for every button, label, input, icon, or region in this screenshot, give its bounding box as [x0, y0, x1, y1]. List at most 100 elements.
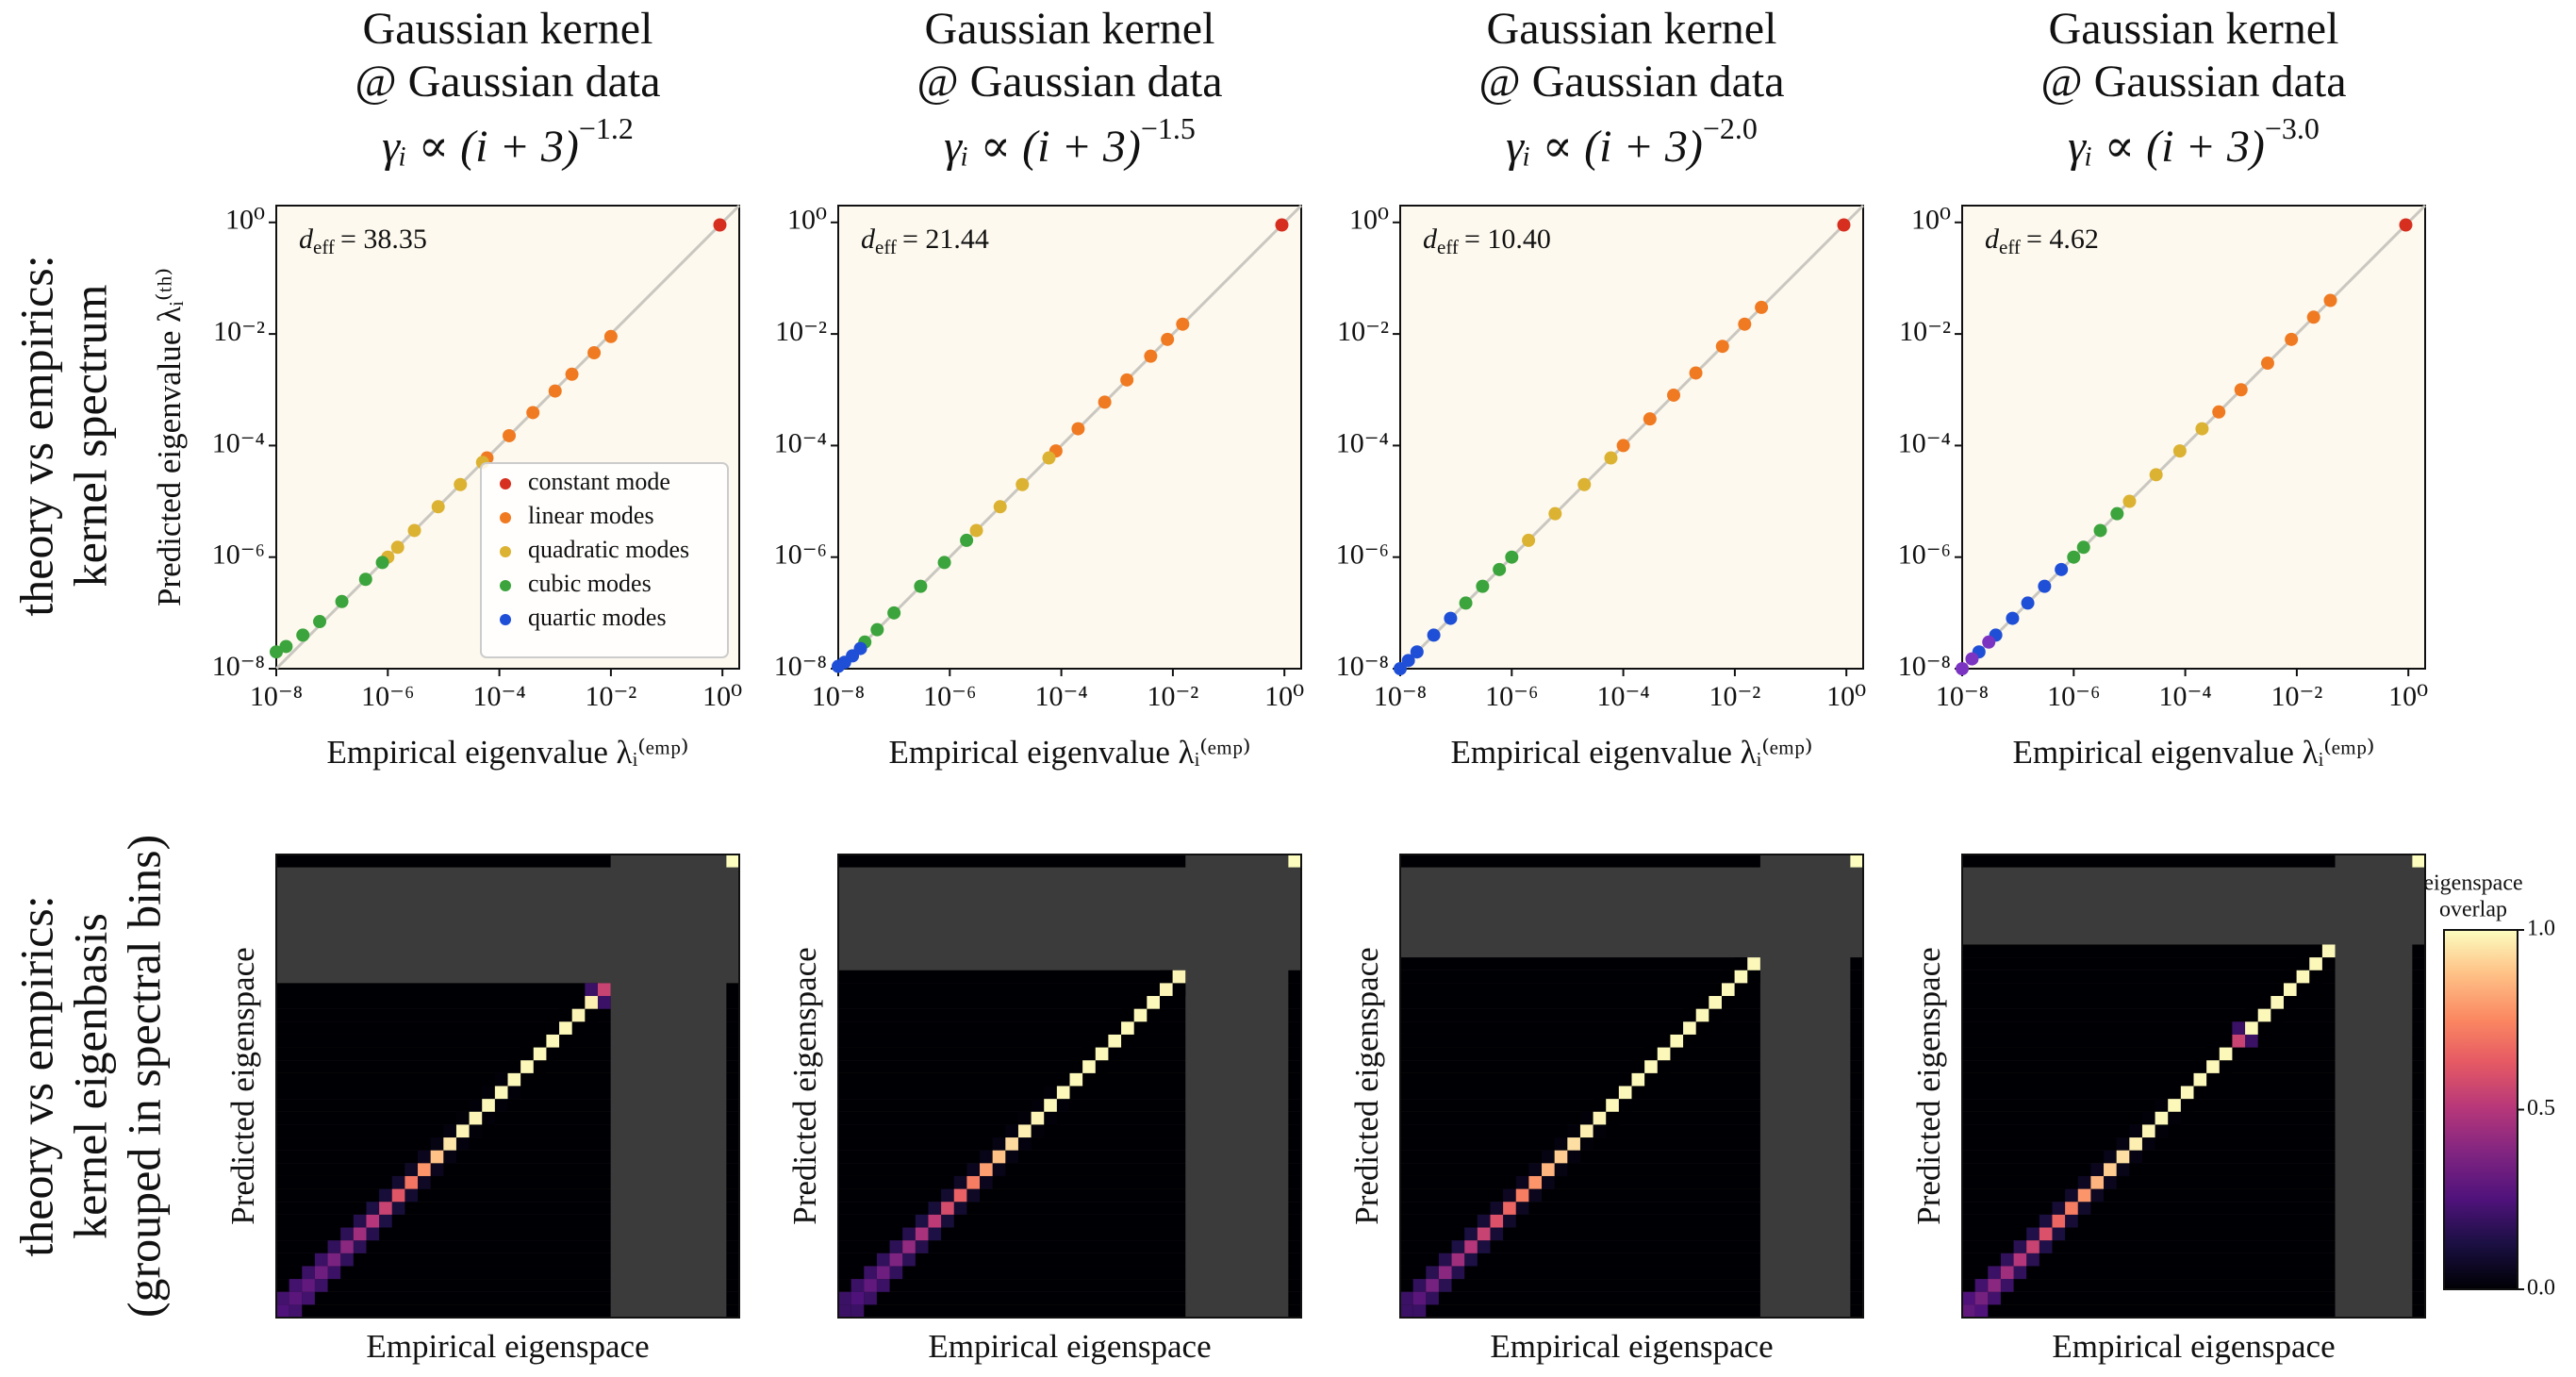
scatter-point — [1548, 506, 1562, 521]
heatmap-cell — [418, 1163, 431, 1176]
heatmap-cell — [2026, 1240, 2039, 1253]
heatmap-cell — [546, 1034, 560, 1048]
heatmap-cell — [2090, 1175, 2105, 1189]
heatmap-cell — [1515, 1188, 1529, 1203]
scatter-point — [1643, 412, 1657, 426]
empty-cells — [1400, 1099, 1760, 1112]
empty-cells — [276, 1266, 611, 1280]
heatmap-cell — [507, 1060, 521, 1073]
empty-cells — [1962, 1214, 2336, 1228]
scatter-point — [993, 500, 1007, 514]
colorbar-tick-label: 0.5 — [2527, 1096, 2555, 1120]
heatmap-cell — [1147, 1008, 1160, 1022]
heatmap-cell — [2090, 1163, 2105, 1176]
empty-cells — [726, 1124, 739, 1138]
heatmap-cell — [597, 996, 611, 1009]
heatmap-frame — [1961, 854, 2426, 1319]
scatter-point — [1715, 340, 1729, 354]
heatmap-cell — [2257, 1021, 2271, 1035]
y-tick-label: 10⁻² — [213, 316, 265, 347]
empty-cells — [2412, 1304, 2425, 1318]
row-label: kernel spectrum — [63, 285, 116, 588]
empty-cells — [838, 1163, 1186, 1176]
empty-cells — [1400, 1047, 1760, 1061]
empty-cells — [2412, 1253, 2425, 1267]
chart-title: @ Gaussian data — [916, 57, 1222, 107]
empty-cells — [1288, 970, 1301, 984]
empty-cells — [726, 1175, 739, 1189]
heatmap-cell — [1721, 996, 1735, 1009]
heatmap-cell — [2321, 957, 2336, 971]
scatter-point — [1667, 388, 1681, 402]
heatmap-cell — [1490, 1202, 1504, 1215]
scatter-point — [503, 428, 517, 442]
formula-exponent: −3.0 — [2265, 111, 2320, 145]
legend-marker — [500, 478, 511, 489]
scatter-point — [1098, 395, 1112, 409]
empty-cells — [276, 1279, 611, 1292]
empty-cells — [726, 983, 739, 997]
heatmap-frame — [837, 854, 1302, 1319]
heatmap-cell — [1974, 1279, 1989, 1292]
y-tick-label: 10⁻⁸ — [1336, 651, 1389, 682]
heatmap-cell — [1618, 1072, 1632, 1087]
heatmap-cell — [2039, 1227, 2053, 1241]
scatter-point — [2067, 550, 2081, 564]
heatmap-cell — [1477, 1227, 1491, 1241]
empty-cells — [2412, 1047, 2425, 1061]
heatmap-cell — [559, 1021, 572, 1035]
empty-cells — [1850, 1034, 1863, 1048]
heatmap-cell — [1095, 1060, 1109, 1073]
heatmap-cell — [2052, 1227, 2066, 1241]
heatmap-cell — [1606, 1086, 1619, 1100]
heatmap-cell — [2309, 944, 2322, 958]
annotation: deff = 38.35 — [299, 224, 427, 258]
scatter-point — [1616, 439, 1630, 453]
empty-cells — [1400, 996, 1760, 1009]
heatmap-cell — [953, 1175, 967, 1189]
heatmap-cell — [391, 1188, 405, 1203]
empty-cells — [1400, 1072, 1760, 1087]
heatmap-cell — [585, 996, 598, 1009]
empty-cells — [276, 1291, 611, 1305]
heatmap-cell — [1962, 1291, 1975, 1305]
x-tick-label: 10⁻⁴ — [1034, 681, 1087, 712]
scatter-point — [390, 540, 405, 555]
scatter-point — [713, 218, 727, 232]
scatter-point — [2021, 596, 2035, 610]
y-tick-label: 10⁻⁸ — [212, 651, 265, 682]
scatter-point — [2212, 405, 2226, 419]
x-axis-label: Empirical eigenspace — [1490, 1328, 1773, 1365]
empty-cells — [2412, 996, 2425, 1009]
annotation-subscript: eff — [313, 236, 335, 258]
empty-cells — [1400, 1227, 1760, 1241]
heatmap-cell — [430, 1150, 444, 1164]
chart-title: Gaussian kernel — [1487, 4, 1777, 54]
scatter-point — [1577, 477, 1592, 491]
scatter-point — [296, 628, 310, 642]
heatmap-cell — [1031, 1099, 1045, 1112]
empty-cells — [276, 1111, 611, 1125]
heatmap-frame — [275, 854, 740, 1319]
heatmap-cell — [1147, 983, 1160, 997]
heatmap-cell — [2193, 1086, 2207, 1100]
scatter-point — [2323, 293, 2337, 307]
empty-cells — [1400, 1034, 1760, 1048]
heatmap-cell — [2026, 1253, 2039, 1267]
empty-cells — [2412, 970, 2425, 984]
heatmap-cell — [585, 1008, 598, 1022]
empty-cells — [1288, 1137, 1301, 1151]
heatmap-cell — [469, 1099, 483, 1112]
empty-cells — [726, 1008, 739, 1022]
chart-formula: γᵢ ∝ (i + 3)−3.0 — [2068, 111, 2320, 172]
heatmap-cell — [1695, 1021, 1709, 1035]
heatmap-cell — [1451, 1240, 1465, 1253]
heatmap-cell — [1451, 1266, 1465, 1280]
empty-cells — [838, 1072, 1186, 1087]
heatmap-cell — [1631, 1060, 1645, 1073]
empty-cells — [276, 996, 611, 1009]
heatmap-cell — [850, 1279, 865, 1292]
heatmap-cell — [314, 1253, 328, 1267]
empty-cells — [1400, 1291, 1760, 1305]
heatmap-cell — [1082, 1047, 1096, 1061]
